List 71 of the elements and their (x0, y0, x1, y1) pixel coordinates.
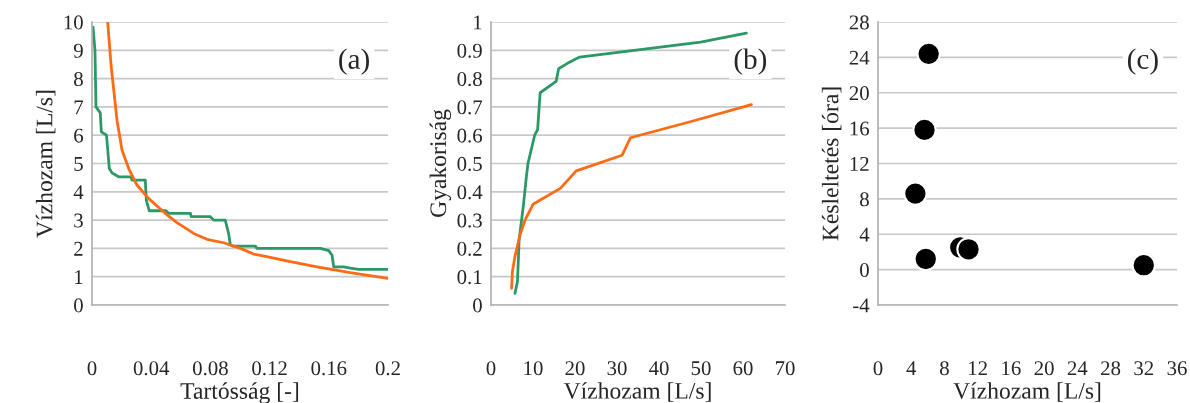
y-tick-label: 10 (64, 15, 83, 30)
x-tick-label: 70 (775, 361, 795, 376)
y-tick-label: -4 (853, 298, 870, 313)
y-tick-label: 12 (850, 156, 869, 171)
x-tick-label: 0.16 (311, 361, 347, 376)
x-tick-label: 60 (733, 361, 753, 376)
point (903, 181, 928, 206)
x-tick-label: 32 (1134, 361, 1154, 376)
y-tick-label: 6 (74, 128, 84, 143)
x-tick-label: 50 (691, 361, 711, 376)
y-tick-label: 0 (473, 298, 482, 313)
line-series (510, 103, 753, 290)
y-tick-label: 0.6 (457, 128, 483, 143)
y-tick-label: 4 (859, 227, 870, 242)
y-tick-label: 9 (73, 43, 83, 58)
y-axis-title: Vízhozam [L/s] (35, 90, 56, 238)
x-tick-label: 12 (969, 361, 987, 376)
annotation: (a) (339, 48, 369, 75)
point (956, 237, 981, 262)
x-tick-label: 30 (607, 361, 627, 376)
y-tick-label: 0.7 (457, 100, 483, 115)
x-tick-label: 0 (873, 361, 883, 376)
point (916, 41, 941, 67)
x-tick-label: 40 (648, 361, 669, 376)
y-tick-label: 8 (860, 192, 869, 207)
y-tick-label: 5 (74, 157, 83, 171)
y-tick-label: 0.5 (457, 156, 482, 172)
x-tick-label: 20 (1034, 361, 1054, 376)
x-tick-label: 0.12 (252, 361, 287, 376)
x-tick-label: 0.2 (375, 361, 400, 376)
x-tick-label: 4 (906, 361, 917, 376)
x-tick-label: 10 (524, 361, 543, 376)
y-tick-label: 0 (860, 263, 869, 278)
y-tick-label: 1 (75, 270, 83, 284)
y-tick-label: 0.3 (457, 213, 482, 228)
x-tick-label: 0 (486, 361, 496, 376)
y-tick-label: 24 (849, 50, 870, 65)
x-tick-label: 16 (1002, 361, 1021, 376)
x-tick-label: 36 (1167, 361, 1187, 376)
x-axis-title: Vízhozam [L/s] (953, 382, 1101, 402)
y-tick-label: 0.1 (457, 270, 482, 285)
y-tick-label: 2 (74, 241, 83, 256)
annotation: (b) (734, 48, 767, 75)
point (1131, 252, 1157, 278)
y-tick-label: 0.4 (457, 185, 483, 200)
point (913, 246, 938, 272)
y-tick-label: 16 (850, 121, 870, 136)
y-tick-label: 8 (74, 71, 83, 87)
x-axis-title: Tartósság [-] (180, 382, 299, 403)
x-tick-label: 20 (565, 361, 585, 376)
y-axis-title: Gyakoriság (429, 109, 452, 217)
x-tick-label: 0 (87, 361, 97, 376)
x-tick-label: 24 (1067, 361, 1088, 376)
y-tick-label: 20 (849, 86, 869, 101)
x-tick-label: 28 (1101, 361, 1121, 376)
y-tick-label: 0 (74, 298, 83, 313)
y-tick-label: 0.8 (457, 71, 482, 87)
x-axis-title: Vízhozam [L/s] (563, 382, 711, 402)
annotation: (c) (1127, 48, 1158, 75)
x-tick-label: 0.04 (133, 361, 170, 376)
y-axis-title: Késleltetés [óra] (821, 87, 842, 241)
y-tick-label: 7 (74, 100, 84, 115)
y-tick-label: 4 (73, 185, 84, 200)
y-tick-label: 1 (474, 15, 482, 30)
x-tick-label: 8 (940, 361, 949, 376)
y-tick-label: 28 (849, 15, 869, 30)
y-tick-label: 0.2 (457, 241, 482, 256)
y-tick-label: 3 (74, 213, 83, 228)
y-tick-label: 0.9 (457, 43, 482, 58)
point (912, 117, 937, 143)
x-tick-label: 0.08 (192, 361, 228, 376)
